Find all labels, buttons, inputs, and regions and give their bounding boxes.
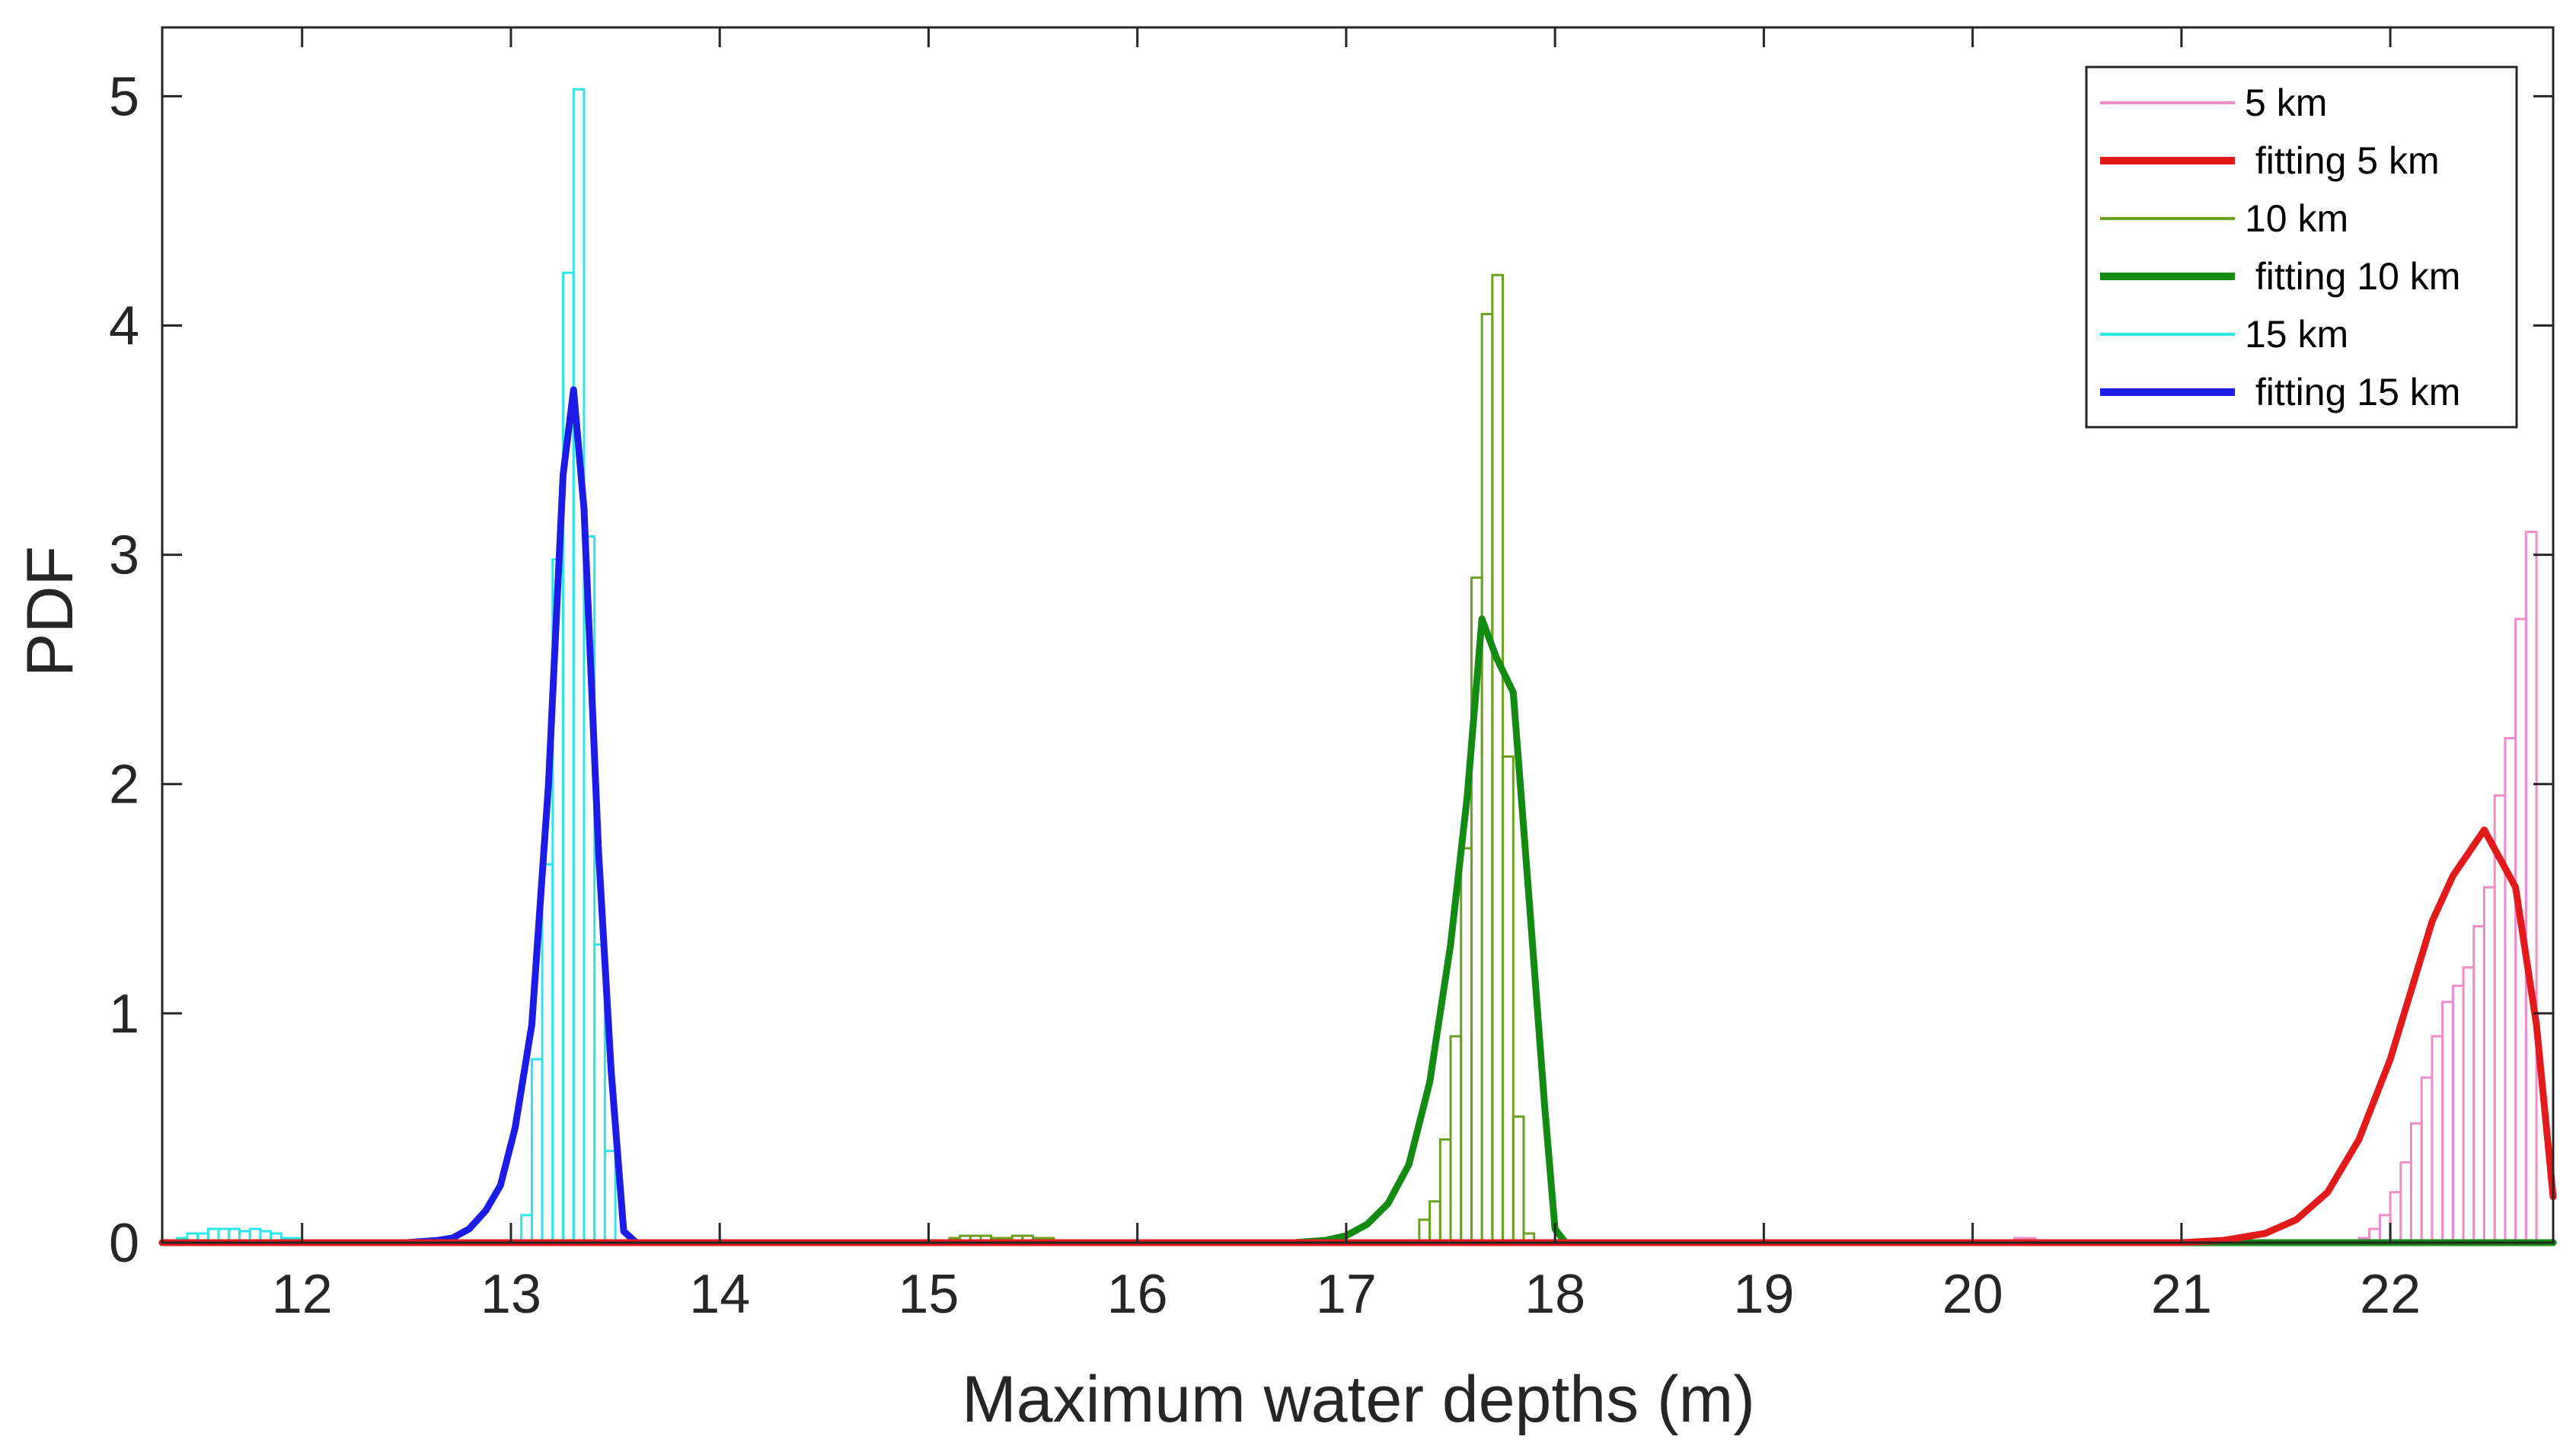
hist-bar-3-58 (2504, 737, 2517, 1244)
y-tick-label-4: 3 (109, 525, 139, 586)
hist-bar-2-55 (1491, 273, 1505, 1244)
plot-frame (161, 26, 2555, 1244)
x-tick-label-2: 13 (480, 1264, 541, 1325)
hist-bar-3-60 (2524, 530, 2538, 1244)
legend: 5 km fitting 5 km 10 km fitting 10 km 15 k… (2085, 65, 2518, 429)
hist-bar-2-50 (1438, 1138, 1452, 1244)
x-tick-label-10: 21 (2151, 1264, 2212, 1325)
hist-bar-1-36 (541, 863, 554, 1244)
hist-bar-2-56 (1502, 755, 1515, 1244)
hist-bar-3-56 (2483, 886, 2496, 1244)
y-tick-label-6: 5 (109, 66, 139, 127)
fit-line-1 (158, 386, 2557, 1246)
y-tick-label-3: 2 (109, 755, 139, 815)
legend-label-5: 15 km (2245, 313, 2348, 356)
y-tick-label-2: 1 (109, 984, 139, 1045)
hist-bar-2-54 (1480, 312, 1494, 1244)
hist-bar-1-34 (520, 1214, 533, 1244)
x-tick-label-6: 17 (1316, 1264, 1377, 1325)
legend-label-1: 5 km (2245, 81, 2327, 124)
hist-bar-3-53 (2451, 985, 2465, 1244)
hist-bar-3-52 (2441, 1001, 2454, 1244)
hist-bar-1-42 (603, 1150, 617, 1244)
y-tick-label-1: 0 (109, 1213, 139, 1274)
y-tick-label-5: 4 (109, 295, 139, 356)
hist-bar-3-55 (2472, 924, 2486, 1244)
hist-bar-2-51 (1449, 1035, 1463, 1244)
hist-bar-3-50 (2420, 1076, 2434, 1244)
hist-bar-2-57 (1511, 1115, 1525, 1244)
x-tick-label-9: 20 (1942, 1264, 2003, 1325)
legend-box (2085, 65, 2518, 429)
fit-line-2 (158, 615, 2557, 1246)
hist-bar-3-47 (2389, 1191, 2402, 1244)
fit-curves (158, 386, 2557, 1246)
y-axis-title: PDF (14, 546, 87, 677)
hist-bar-2-52 (1460, 847, 1473, 1244)
hist-bar-2-48 (1418, 1218, 1432, 1244)
x-tick-label-3: 14 (689, 1264, 750, 1325)
x-tick-label-7: 18 (1524, 1264, 1585, 1325)
x-tick-label-8: 19 (1733, 1264, 1794, 1325)
histogram-bars (175, 88, 2538, 1244)
legend-label-6: fitting 15 km (2245, 371, 2460, 413)
x-tick-label-4: 15 (898, 1264, 959, 1325)
hist-bar-1-39 (572, 88, 586, 1244)
legend-label-4: fitting 10 km (2245, 255, 2460, 298)
x-tick-label-5: 16 (1107, 1264, 1168, 1325)
hist-bar-3-48 (2399, 1161, 2413, 1244)
hist-bar-3-54 (2462, 966, 2475, 1244)
hist-bar-3-51 (2431, 1035, 2444, 1244)
hist-bar-3-49 (2410, 1122, 2423, 1244)
hist-bar-2-49 (1428, 1200, 1441, 1244)
fit-line-3 (158, 826, 2557, 1246)
x-axis-title: Maximum water depths (m) (962, 1363, 1755, 1436)
x-tick-label-1: 12 (272, 1264, 333, 1325)
hist-bar-3-46 (2378, 1214, 2392, 1244)
legend-label-2: fitting 5 km (2245, 139, 2440, 182)
legend-label-3: 10 km (2245, 197, 2348, 240)
hist-bar-1-35 (530, 1058, 544, 1244)
x-tick-label-11: 22 (2360, 1264, 2421, 1325)
